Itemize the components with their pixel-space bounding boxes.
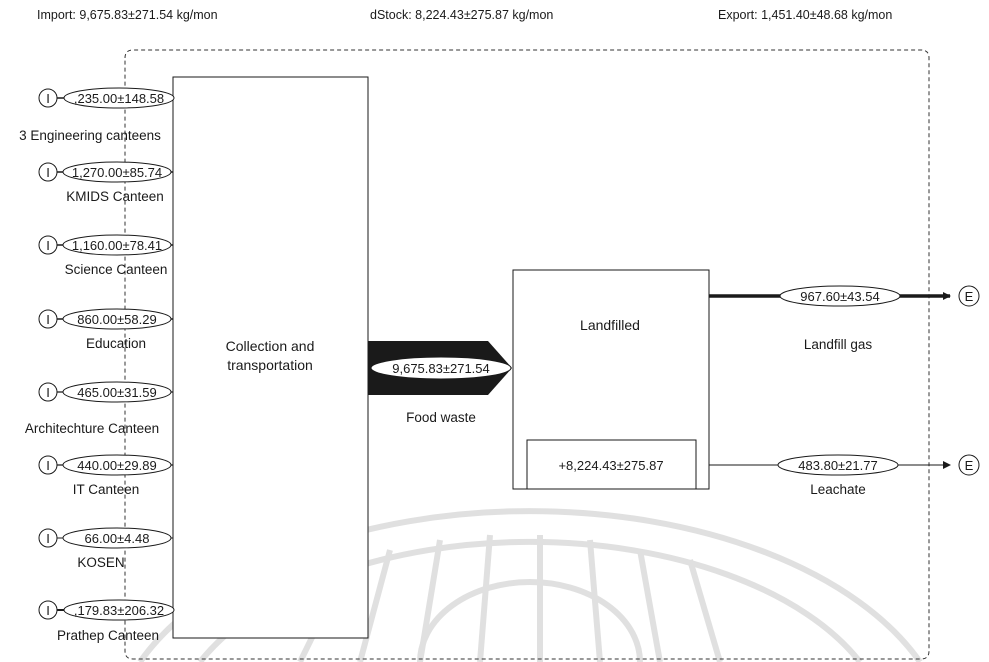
flow-value-oval (62, 381, 172, 403)
food-waste-value: 9,675.83±271.54 (392, 361, 490, 376)
food-waste-value-oval (370, 356, 512, 380)
input-value: 1,270.00±85.74 (72, 165, 162, 180)
landfill-stock-value: +8,224.43±275.87 (558, 458, 663, 473)
input-flow: I 1,270.00±85.74 KMIDS Canteen (38, 161, 173, 204)
input-value: 465.00±31.59 (77, 385, 156, 400)
input-label: KOSEN (77, 555, 124, 570)
flow-value-oval (63, 599, 175, 621)
input-value: 860.00±58.29 (77, 312, 156, 327)
landfilled-label: Landfilled (580, 317, 640, 333)
collection-label-line1: Collection and (226, 338, 315, 354)
collection-transportation-node (172, 76, 369, 639)
import-marker-letter: I (46, 603, 50, 618)
flow-value-oval (777, 454, 899, 476)
flow-value-oval (62, 234, 172, 256)
landfill-gas-label: Landfill gas (804, 337, 873, 352)
input-value: ,179.83±206.32 (74, 603, 164, 618)
export-total: Export: 1,451.40±48.68 kg/mon (718, 8, 892, 22)
landfill-stock-box (526, 439, 697, 490)
input-flow: I 1,160.00±78.41 Science Canteen (38, 234, 173, 277)
system-boundary (124, 49, 930, 660)
flow-value-oval (62, 308, 172, 330)
dstock-total: dStock: 8,224.43±275.87 kg/mon (370, 8, 553, 22)
input-value: 1,160.00±78.41 (72, 238, 162, 253)
landfill-gas-value: 967.60±43.54 (800, 289, 879, 304)
input-label: Prathep Canteen (57, 628, 159, 643)
input-flow: I ,179.83±206.32 Prathep Canteen (38, 599, 175, 643)
input-value: ,235.00±148.58 (74, 91, 164, 106)
import-marker-letter: I (46, 165, 50, 180)
export-marker (958, 285, 980, 307)
flow-value-oval (62, 454, 172, 476)
flow-value-oval (62, 161, 172, 183)
collection-label-line2: transportation (227, 357, 313, 373)
landfill-gas-flow: 967.60±43.54 Landfill gas E (709, 285, 980, 352)
import-marker-letter: I (46, 385, 50, 400)
export-marker-letter: E (965, 458, 974, 473)
input-flow: I 440.00±29.89 IT Canteen (38, 454, 173, 497)
input-label: KMIDS Canteen (66, 189, 164, 204)
flow-value-oval (62, 527, 172, 549)
leachate-label: Leachate (810, 482, 866, 497)
export-marker (958, 454, 980, 476)
input-label: Science Canteen (65, 262, 168, 277)
flow-value-oval (63, 87, 175, 109)
input-label: IT Canteen (73, 482, 140, 497)
import-marker-letter: I (46, 531, 50, 546)
leachate-flow: 483.80±21.77 Leachate E (709, 454, 980, 497)
input-value: 440.00±29.89 (77, 458, 156, 473)
import-marker-letter: I (46, 312, 50, 327)
input-flow: I 66.00±4.48 KOSEN (38, 527, 173, 570)
input-flow: I 465.00±31.59 Architechture Canteen (25, 381, 173, 436)
input-label: 3 Engineering canteens (19, 128, 161, 143)
import-marker-letter: I (46, 91, 50, 106)
leachate-value: 483.80±21.77 (798, 458, 877, 473)
input-label: Education (86, 336, 146, 351)
input-value: 66.00±4.48 (85, 531, 150, 546)
food-waste-label: Food waste (406, 410, 476, 425)
import-marker-letter: I (46, 458, 50, 473)
export-marker-letter: E (965, 289, 974, 304)
input-flow: I 860.00±58.29 Education (38, 308, 173, 351)
input-label: Architechture Canteen (25, 421, 159, 436)
input-flow: I ,235.00±148.58 3 Engineering canteens (19, 87, 175, 143)
import-total: Import: 9,675.83±271.54 kg/mon (37, 8, 218, 22)
flow-value-oval (779, 285, 901, 307)
import-marker-letter: I (46, 238, 50, 253)
